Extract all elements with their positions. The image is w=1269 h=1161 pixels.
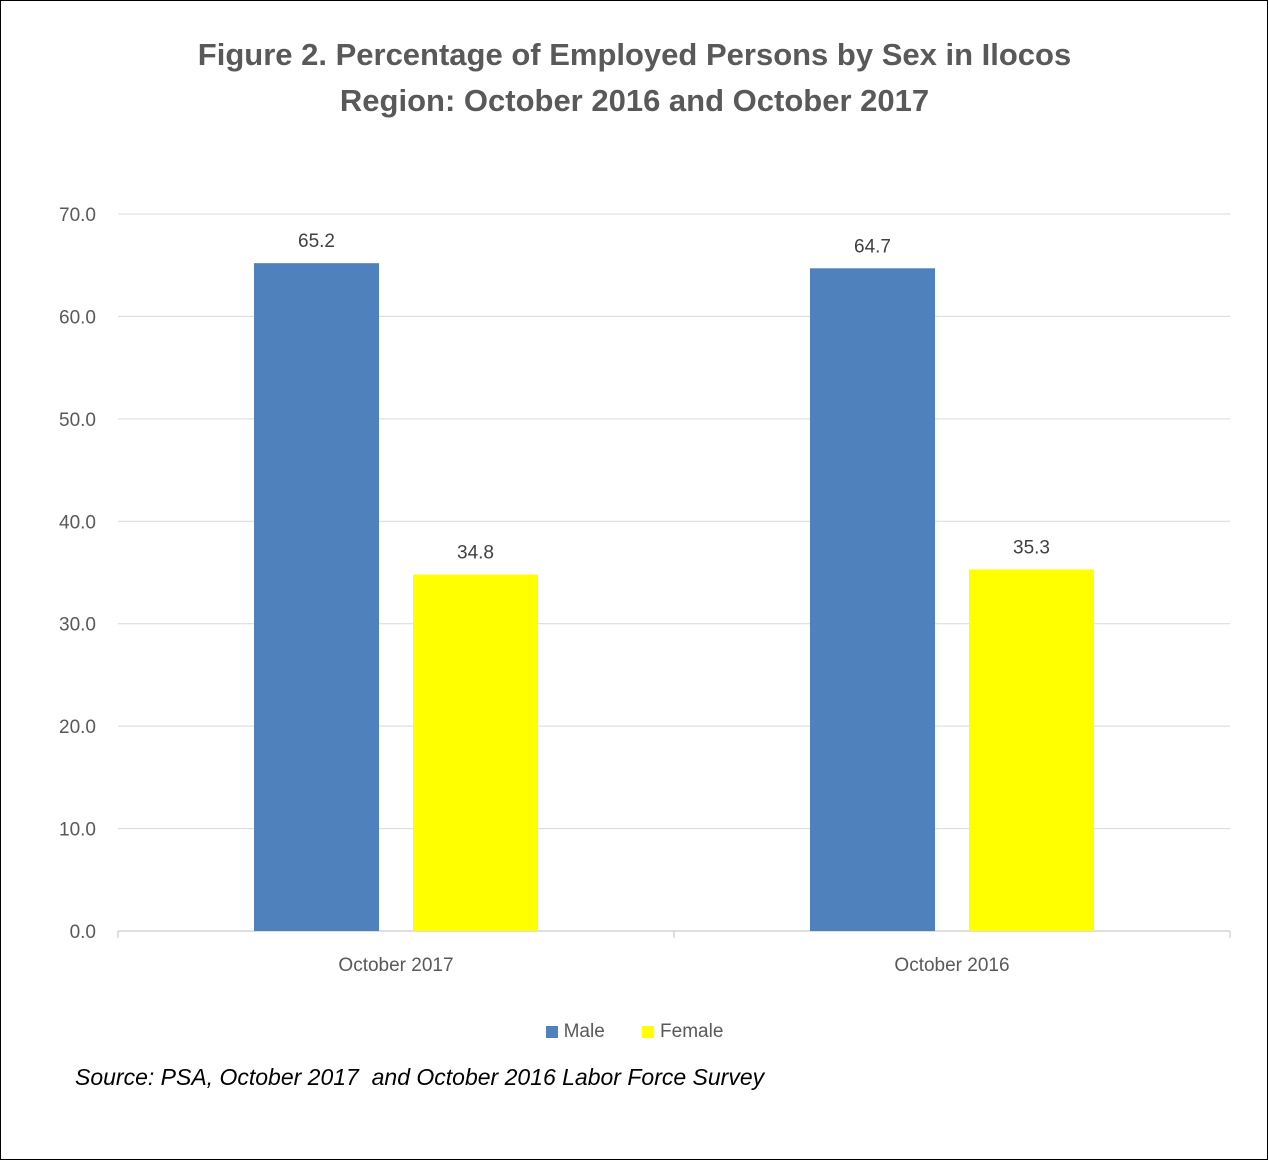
data-label: 65.2	[298, 231, 335, 252]
chart-title: Figure 2. Percentage of Employed Persons…	[0, 32, 1269, 124]
data-label: 35.3	[1013, 537, 1050, 558]
legend-item-female: Female	[642, 1021, 723, 1043]
y-tick-label: 0.0	[70, 922, 96, 943]
legend-label-female: Female	[660, 1021, 724, 1042]
y-tick-label: 10.0	[59, 820, 96, 841]
legend-label-male: Male	[563, 1021, 605, 1042]
y-tick-label: 40.0	[59, 512, 96, 533]
y-tick-label: 50.0	[59, 410, 96, 431]
data-label: 34.8	[457, 543, 494, 564]
data-label: 64.7	[854, 236, 891, 257]
x-tick-label: October 2016	[894, 955, 1009, 976]
source-note: Source: PSA, October 2017 and October 20…	[75, 1064, 765, 1090]
legend-swatch-female	[642, 1026, 655, 1038]
chart-title-line-2: Region: October 2016 and October 2017	[339, 83, 930, 118]
legend-item-male: Male	[545, 1021, 605, 1043]
y-tick-label: 70.0	[59, 205, 96, 226]
x-tick-label: October 2017	[338, 955, 453, 976]
bar-male	[810, 268, 935, 932]
bar-male	[254, 263, 379, 931]
y-tick-label: 60.0	[59, 307, 96, 328]
chart-title-line-1: Figure 2. Percentage of Employed Persons…	[197, 37, 1072, 72]
bar-female	[969, 569, 1094, 931]
legend-swatch-male	[545, 1026, 558, 1038]
y-tick-label: 20.0	[59, 717, 96, 738]
bar-female	[413, 574, 538, 931]
legend: Male Female	[0, 1021, 1269, 1044]
y-tick-label: 30.0	[59, 615, 96, 636]
